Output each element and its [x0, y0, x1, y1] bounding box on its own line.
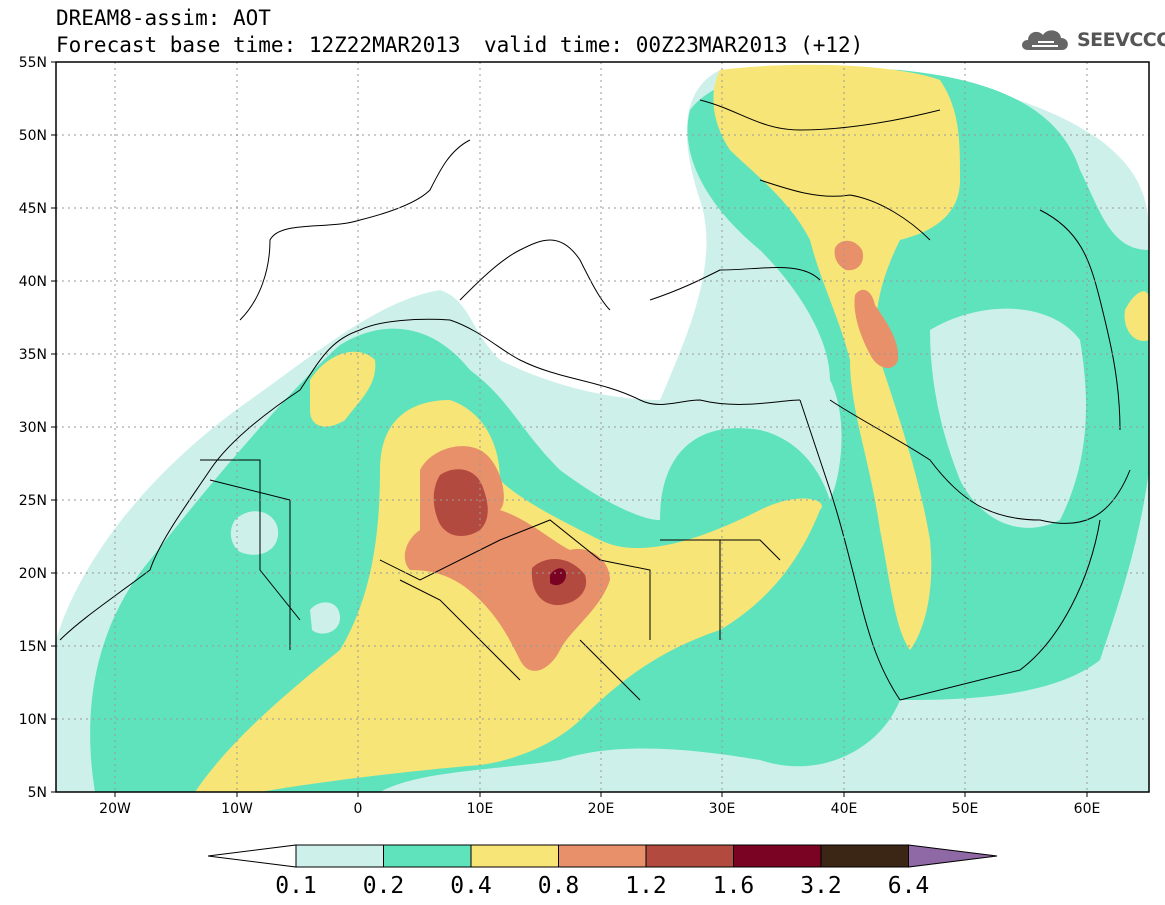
lat-label: 30N — [19, 420, 47, 436]
lat-label: 10N — [19, 712, 47, 728]
lat-label: 40N — [19, 274, 47, 290]
graticule — [56, 62, 1149, 792]
lat-label: 50N — [19, 128, 47, 144]
colorbar-swatch — [645, 844, 734, 868]
lon-label: 10E — [467, 801, 494, 817]
logo-text: SEEVCCC — [1077, 29, 1165, 51]
lon-labels: 20W 10W 0 10E 20E 30E 40E 50E 60E — [99, 801, 1100, 817]
colorbar-swatch — [207, 844, 297, 868]
lon-label: 30E — [709, 801, 736, 817]
colorbar-label: 0.4 — [450, 873, 492, 899]
forecast-base-time: Forecast base time: 12Z22MAR2013 — [56, 33, 461, 57]
colorbar-labels: 0.1 0.2 0.4 0.8 1.2 1.6 3.2 6.4 — [275, 873, 929, 899]
lat-label: 35N — [19, 347, 47, 363]
lat-label: 25N — [19, 493, 47, 509]
lon-label: 40E — [831, 801, 858, 817]
colorbar-label: 0.2 — [363, 873, 405, 899]
colorbar-swatch — [733, 844, 822, 868]
lon-label: 50E — [952, 801, 979, 817]
colorbar-swatch — [820, 844, 909, 868]
colorbar-swatch — [558, 844, 647, 868]
axis-ticks — [51, 61, 1088, 797]
seevccc-logo: SEEVCCC — [1018, 24, 1165, 56]
lon-label: 10W — [221, 801, 253, 817]
colorbar-label: 1.6 — [713, 873, 755, 899]
cloud-logo-icon — [1022, 30, 1068, 50]
aot-fields — [56, 64, 1149, 792]
lat-label: 20N — [19, 566, 47, 582]
colorbar-swatch — [295, 844, 384, 868]
colorbar — [207, 844, 998, 868]
aot-field-1.6 — [550, 568, 566, 586]
colorbar-label: 6.4 — [888, 873, 930, 899]
map-title: DREAM8-assim: AOT — [56, 6, 271, 30]
colorbar-label: 3.2 — [800, 873, 842, 899]
lon-label: 60E — [1074, 801, 1101, 817]
colorbar-swatch — [908, 844, 998, 868]
colorbar-swatch — [470, 844, 559, 868]
lat-labels: 55N 50N 45N 40N 35N 30N 25N 20N 15N 10N … — [19, 55, 47, 801]
lat-label: 5N — [28, 785, 47, 801]
lon-label: 20W — [99, 801, 131, 817]
colorbar-label: 0.1 — [275, 873, 317, 899]
lon-label: 0 — [354, 801, 363, 817]
valid-time: valid time: 00Z23MAR2013 (+12) — [484, 33, 864, 57]
colorbar-label: 0.8 — [538, 873, 580, 899]
lon-label: 20E — [588, 801, 615, 817]
coastlines — [59, 99, 1131, 701]
lat-label: 55N — [19, 55, 47, 71]
lat-label: 15N — [19, 639, 47, 655]
lat-label: 45N — [19, 201, 47, 217]
colorbar-swatch — [383, 844, 472, 868]
colorbar-label: 1.2 — [625, 873, 667, 899]
